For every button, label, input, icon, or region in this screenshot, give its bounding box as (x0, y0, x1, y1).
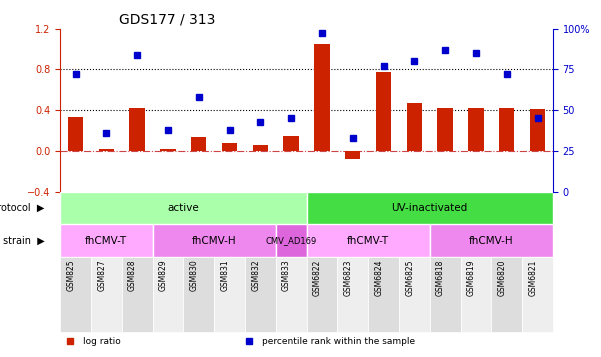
Text: GSM6820: GSM6820 (498, 260, 507, 296)
Text: protocol  ▶: protocol ▶ (0, 203, 44, 213)
Text: GSM6819: GSM6819 (467, 260, 476, 296)
Bar (438, 108, 453, 151)
Bar (129, 108, 145, 151)
Text: fhCMV-T: fhCMV-T (85, 236, 127, 246)
Bar (60, 192, 307, 225)
Text: active: active (168, 203, 199, 213)
Text: GSM825: GSM825 (67, 260, 76, 291)
FancyBboxPatch shape (276, 257, 307, 332)
Text: fhCMV-T: fhCMV-T (347, 236, 389, 246)
Bar (314, 44, 329, 151)
Bar (191, 137, 206, 151)
FancyBboxPatch shape (307, 257, 337, 332)
FancyBboxPatch shape (153, 257, 183, 332)
Text: GSM828: GSM828 (128, 260, 137, 291)
Bar (222, 143, 237, 151)
Bar (68, 117, 83, 151)
Text: GSM6825: GSM6825 (405, 260, 414, 296)
FancyBboxPatch shape (60, 257, 91, 332)
Text: GSM831: GSM831 (221, 260, 230, 291)
FancyBboxPatch shape (214, 257, 245, 332)
Text: GSM6821: GSM6821 (528, 260, 537, 296)
Bar (153, 225, 276, 257)
FancyBboxPatch shape (522, 257, 553, 332)
FancyBboxPatch shape (491, 257, 522, 332)
FancyBboxPatch shape (399, 257, 430, 332)
Bar (307, 192, 553, 225)
Text: GSM6822: GSM6822 (313, 260, 322, 296)
Text: percentile rank within the sample: percentile rank within the sample (262, 337, 415, 346)
Text: fhCMV-H: fhCMV-H (192, 236, 236, 246)
FancyBboxPatch shape (91, 257, 121, 332)
Text: log ratio: log ratio (83, 337, 121, 346)
FancyBboxPatch shape (245, 257, 276, 332)
Text: GSM832: GSM832 (251, 260, 260, 291)
Text: GSM829: GSM829 (159, 260, 168, 291)
FancyBboxPatch shape (368, 257, 399, 332)
Bar (99, 149, 114, 151)
Bar (499, 108, 514, 151)
Text: GSM833: GSM833 (282, 260, 291, 291)
FancyBboxPatch shape (183, 257, 214, 332)
Bar (252, 145, 268, 151)
Text: fhCMV-H: fhCMV-H (469, 236, 514, 246)
FancyBboxPatch shape (430, 257, 460, 332)
Text: GSM827: GSM827 (97, 260, 106, 291)
Text: GSM6823: GSM6823 (344, 260, 353, 296)
FancyBboxPatch shape (121, 257, 153, 332)
Text: GDS177 / 313: GDS177 / 313 (119, 12, 216, 26)
Bar (530, 109, 545, 151)
Bar (307, 225, 430, 257)
Text: UV-inactivated: UV-inactivated (392, 203, 468, 213)
Text: GSM830: GSM830 (190, 260, 199, 291)
Bar (284, 136, 299, 151)
Bar (430, 225, 553, 257)
Text: strain  ▶: strain ▶ (3, 236, 44, 246)
Text: CMV_AD169: CMV_AD169 (266, 236, 317, 245)
Bar (345, 151, 361, 159)
Bar (160, 149, 175, 151)
Bar (407, 103, 422, 151)
FancyBboxPatch shape (460, 257, 491, 332)
Bar (60, 225, 153, 257)
Bar (276, 225, 307, 257)
Text: GSM6818: GSM6818 (436, 260, 445, 296)
FancyBboxPatch shape (337, 257, 368, 332)
Text: GSM6824: GSM6824 (374, 260, 383, 296)
Bar (376, 72, 391, 151)
Bar (468, 108, 484, 151)
